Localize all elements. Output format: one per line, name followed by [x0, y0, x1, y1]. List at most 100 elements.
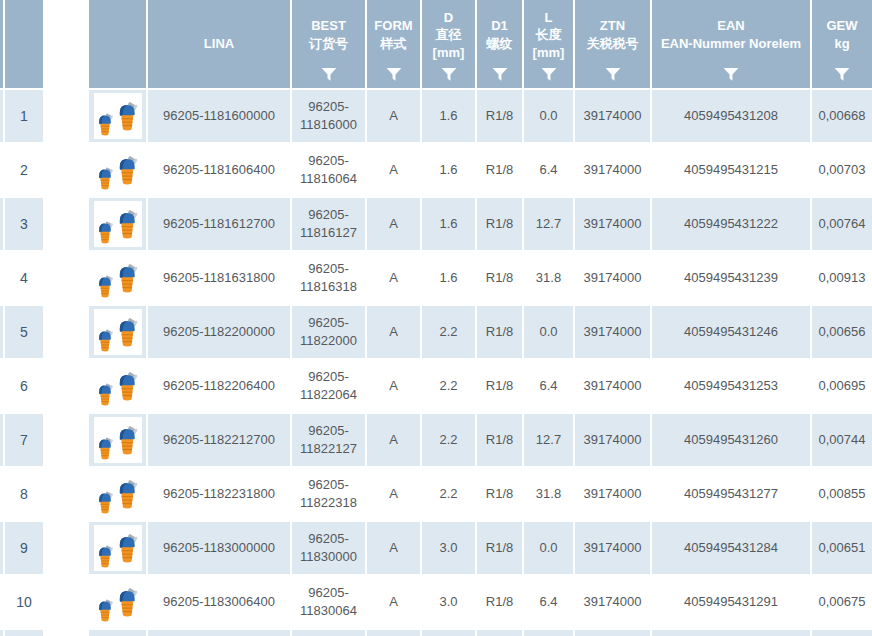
row-number: 10: [5, 576, 43, 628]
product-table: LINA BEST 订货号 FORM 样式 D 直径 [mm]: [0, 0, 872, 636]
product-image-cell[interactable]: [89, 360, 146, 412]
row-number: 1: [5, 90, 43, 142]
cut-column-strip: [0, 306, 3, 358]
row-number: 2: [5, 144, 43, 196]
ztn-column-header: ZTN 关税税号: [575, 0, 650, 88]
table-row: [0, 630, 872, 636]
product-image-cell[interactable]: [89, 576, 146, 628]
weight-cell: 0,00675: [812, 576, 872, 628]
column-spacer: [45, 0, 87, 88]
diameter-cell: 1.6: [422, 144, 475, 196]
table-row: 3 96205-1181612700 96205-11816127 A 1.6 …: [0, 198, 872, 250]
product-image-cell[interactable]: [89, 144, 146, 196]
product-thumbnail[interactable]: [94, 147, 142, 193]
filter-icon[interactable]: [724, 68, 739, 81]
product-thumbnail[interactable]: [94, 417, 142, 463]
best-header-sublabel: 订货号: [309, 35, 348, 53]
cut-column-strip: [0, 144, 3, 196]
cut-column-strip: [0, 198, 3, 250]
table-row: 5 96205-1182200000 96205-11822000 A 2.2 …: [0, 306, 872, 358]
length-cell: 6.4: [524, 576, 573, 628]
product-image-cell[interactable]: [89, 252, 146, 304]
product-image-cell[interactable]: [89, 630, 146, 636]
product-thumbnail[interactable]: [94, 93, 142, 139]
form-header-sublabel: 样式: [381, 35, 407, 53]
best-order-number-cell: 96205-11816000: [292, 90, 365, 142]
filter-icon[interactable]: [835, 68, 850, 81]
lina-cell: [148, 630, 290, 636]
thread-cell: R1/8: [477, 360, 522, 412]
ean-cell: 4059495431222: [652, 198, 810, 250]
column-spacer: [45, 414, 87, 466]
lina-cell: 96205-1182200000: [148, 306, 290, 358]
tariff-number-cell: 39174000: [575, 414, 650, 466]
table-row: 8 96205-1182231800 96205-11822318 A 2.2 …: [0, 468, 872, 520]
lina-cell: 96205-1183006400: [148, 576, 290, 628]
gew-header-sublabel: kg: [834, 35, 849, 53]
form-cell: A: [367, 252, 420, 304]
weight-cell: 0,00855: [812, 468, 872, 520]
weight-cell: 0,00651: [812, 522, 872, 574]
weight-cell: 0,00695: [812, 360, 872, 412]
form-cell: A: [367, 90, 420, 142]
best-order-number-cell: 96205-11822000: [292, 306, 365, 358]
thread-cell: [477, 630, 522, 636]
product-thumbnail[interactable]: [94, 309, 142, 355]
d-header-label: D: [444, 9, 453, 27]
gew-column-header: GEW kg: [812, 0, 872, 88]
cut-column-strip: [0, 90, 3, 142]
ean-cell: 4059495431208: [652, 90, 810, 142]
diameter-cell: [422, 630, 475, 636]
filter-icon[interactable]: [605, 68, 620, 81]
product-image-cell[interactable]: [89, 468, 146, 520]
diameter-cell: 1.6: [422, 90, 475, 142]
product-thumbnail[interactable]: [94, 255, 142, 301]
form-cell: A: [367, 144, 420, 196]
gew-header-label: GEW: [826, 17, 857, 35]
column-spacer: [45, 306, 87, 358]
d1-header-label: D1: [491, 17, 508, 35]
product-thumbnail[interactable]: [94, 363, 142, 409]
form-cell: A: [367, 306, 420, 358]
table-row: 7 96205-1182212700 96205-11822127 A 2.2 …: [0, 414, 872, 466]
table-header-row: LINA BEST 订货号 FORM 样式 D 直径 [mm]: [0, 0, 872, 88]
thread-cell: R1/8: [477, 414, 522, 466]
weight-cell: 0,00668: [812, 90, 872, 142]
filter-icon[interactable]: [492, 68, 507, 81]
lina-header-label: LINA: [204, 35, 234, 53]
tariff-number-cell: 39174000: [575, 252, 650, 304]
filter-icon[interactable]: [441, 68, 456, 81]
length-cell: 31.8: [524, 252, 573, 304]
lina-cell: 96205-1182231800: [148, 468, 290, 520]
product-image-cell[interactable]: [89, 198, 146, 250]
product-image-cell[interactable]: [89, 522, 146, 574]
product-thumbnail[interactable]: [94, 525, 142, 571]
product-image-cell[interactable]: [89, 306, 146, 358]
filter-icon[interactable]: [541, 68, 556, 81]
column-spacer: [45, 90, 87, 142]
length-cell: 31.8: [524, 468, 573, 520]
product-image-cell[interactable]: [89, 90, 146, 142]
filter-icon[interactable]: [386, 68, 401, 81]
product-thumbnail[interactable]: [94, 579, 142, 625]
product-thumbnail[interactable]: [94, 471, 142, 517]
product-thumbnail[interactable]: [94, 201, 142, 247]
length-cell: 12.7: [524, 414, 573, 466]
row-number: [5, 630, 43, 636]
lina-cell: 96205-1181600000: [148, 90, 290, 142]
l-column-header: L 长度 [mm]: [524, 0, 573, 88]
tariff-number-cell: 39174000: [575, 306, 650, 358]
form-column-header: FORM 样式: [367, 0, 420, 88]
filter-icon[interactable]: [321, 68, 336, 81]
column-spacer: [45, 630, 87, 636]
best-order-number-cell: 96205-11830064: [292, 576, 365, 628]
diameter-cell: 1.6: [422, 198, 475, 250]
ean-cell: 4059495431246: [652, 306, 810, 358]
best-header-label: BEST: [311, 17, 346, 35]
ean-cell: 4059495431291: [652, 576, 810, 628]
image-column-header: [89, 0, 146, 88]
column-spacer: [45, 576, 87, 628]
product-image-cell[interactable]: [89, 414, 146, 466]
tariff-number-cell: 39174000: [575, 468, 650, 520]
d-column-header: D 直径 [mm]: [422, 0, 475, 88]
